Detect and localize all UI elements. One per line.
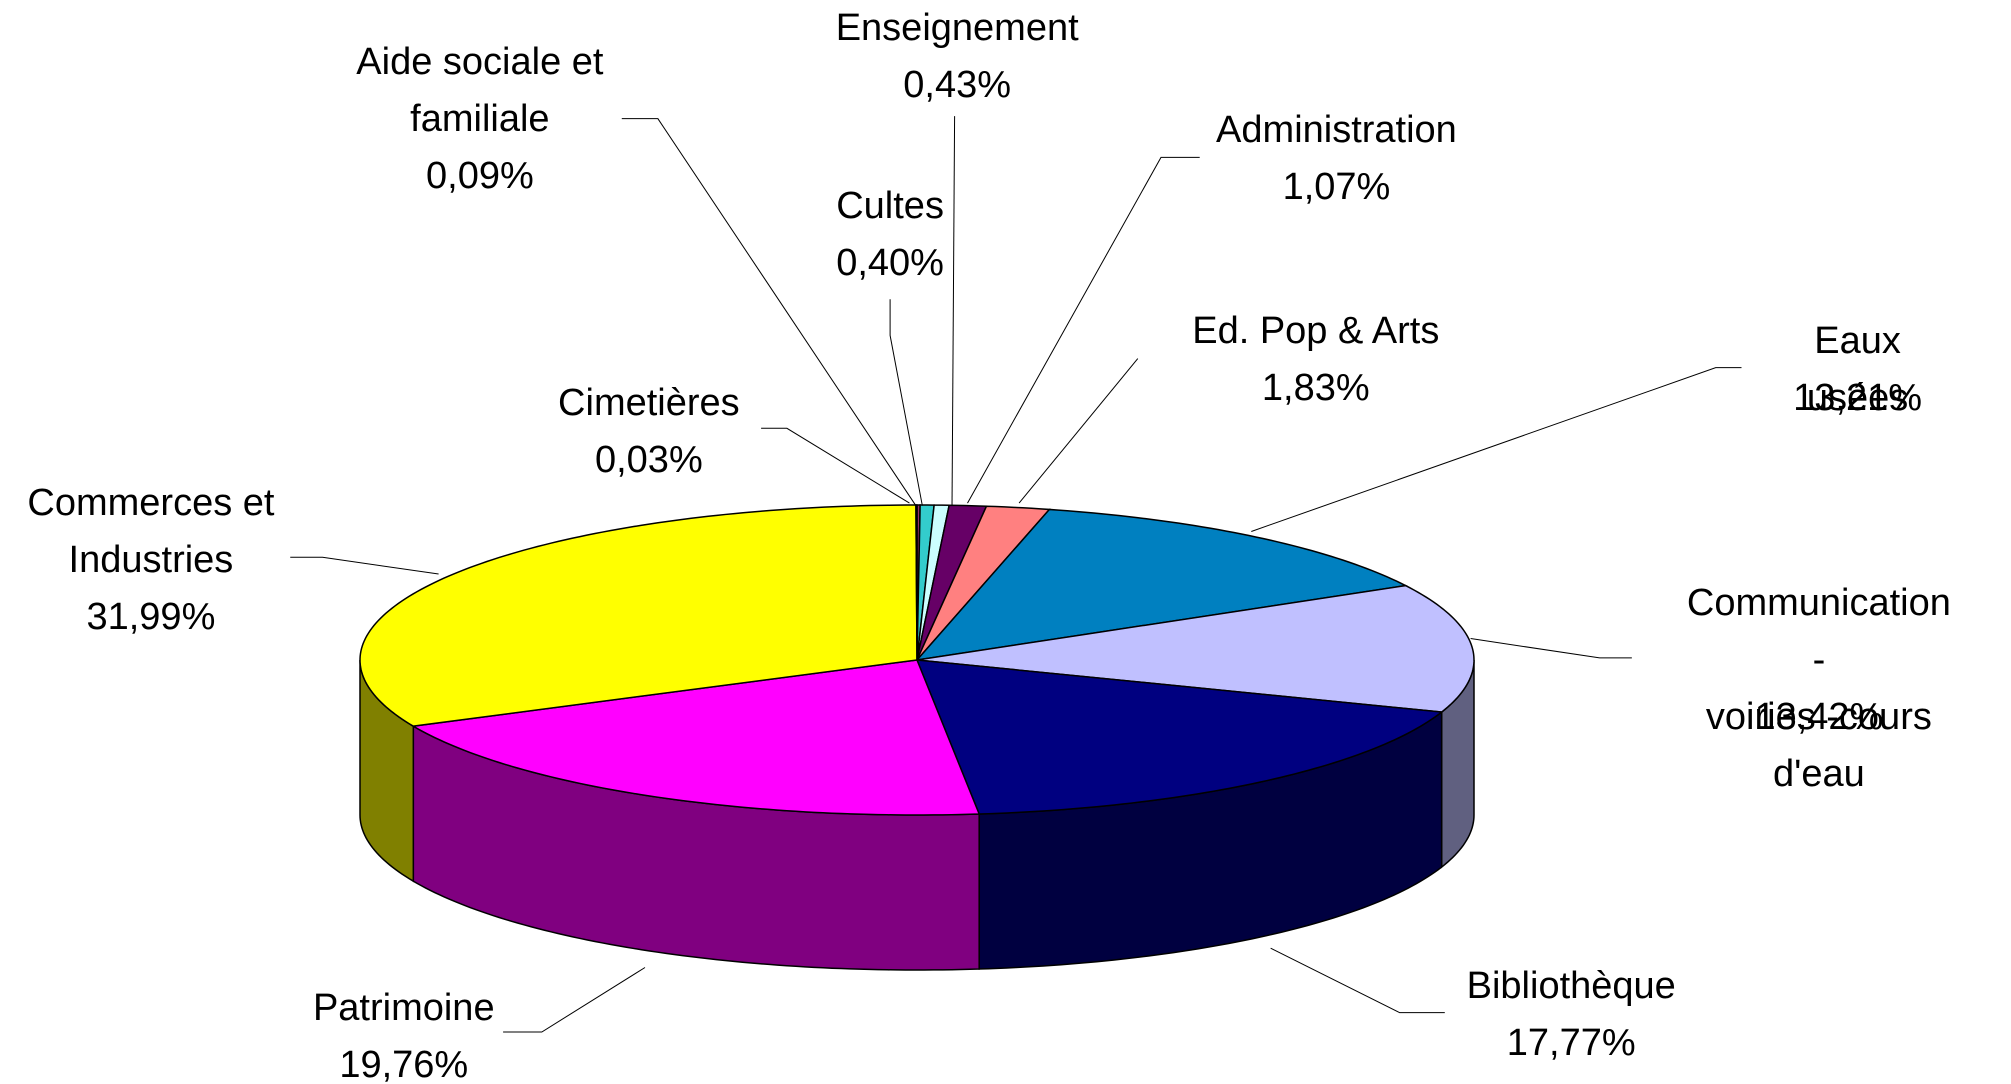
slice-value-label: 31,99% bbox=[86, 595, 216, 638]
slice bbox=[916, 584, 1475, 713]
slice-value-label: 0,40% bbox=[836, 242, 944, 285]
slice-value-label: 13,21% bbox=[1793, 377, 1923, 420]
leader-line bbox=[951, 116, 956, 506]
slice-label: Enseignement bbox=[835, 7, 1079, 49]
slice-label: Cimetières bbox=[558, 382, 740, 425]
slice-value-label: 13,42% bbox=[1754, 696, 1884, 739]
leader-line bbox=[1251, 367, 1742, 532]
slice-value-label: 17,77% bbox=[1506, 1022, 1636, 1065]
slice-label: Communication - voiries -cours d'eau bbox=[1686, 582, 1951, 796]
leader-line bbox=[761, 427, 910, 504]
slice-label: Eaux usées bbox=[1806, 320, 1909, 420]
leader-line bbox=[621, 118, 917, 506]
slice-value-label: 1,07% bbox=[1282, 165, 1391, 208]
slice bbox=[915, 508, 1409, 662]
slice-value-label: 1,83% bbox=[1261, 367, 1370, 410]
slice bbox=[411, 659, 981, 816]
leader-line bbox=[290, 556, 439, 575]
slice-value-label: 0,43% bbox=[903, 64, 1012, 106]
leader-line bbox=[503, 967, 646, 1033]
slice-label: Patrimoine bbox=[312, 987, 495, 1030]
leader-line bbox=[1018, 358, 1139, 504]
slice bbox=[915, 659, 1444, 815]
slice-label: Bibliothèque bbox=[1466, 965, 1676, 1008]
slice bbox=[915, 504, 918, 661]
slice-label: Ed. Pop & Arts bbox=[1192, 310, 1440, 353]
slice-label: Administration bbox=[1216, 108, 1457, 151]
slice-label: Commerces et Industries bbox=[27, 481, 275, 581]
slice-label: Aide sociale et familiale bbox=[356, 40, 604, 140]
slice-value-label: 19,76% bbox=[339, 1044, 469, 1084]
slice-value-label: 0,03% bbox=[594, 439, 703, 482]
leader-line bbox=[1270, 947, 1445, 1014]
slice bbox=[359, 504, 918, 727]
leader-line bbox=[967, 156, 1200, 504]
slice-label: Cultes bbox=[836, 185, 944, 228]
leader-line bbox=[889, 299, 923, 506]
leader-line bbox=[1470, 638, 1632, 659]
slice-value-label: 0,09% bbox=[426, 154, 534, 197]
